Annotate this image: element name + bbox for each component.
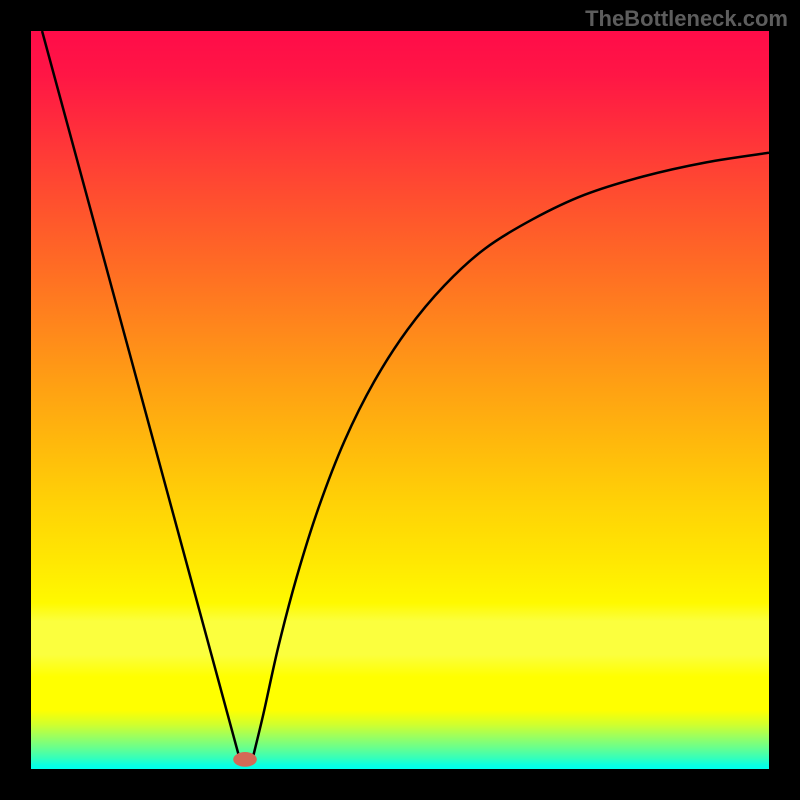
plot-area — [31, 31, 769, 769]
watermark-text: TheBottleneck.com — [585, 6, 788, 32]
chart-container: TheBottleneck.com — [0, 0, 800, 800]
minimum-marker — [233, 752, 257, 767]
chart-svg — [31, 31, 769, 769]
